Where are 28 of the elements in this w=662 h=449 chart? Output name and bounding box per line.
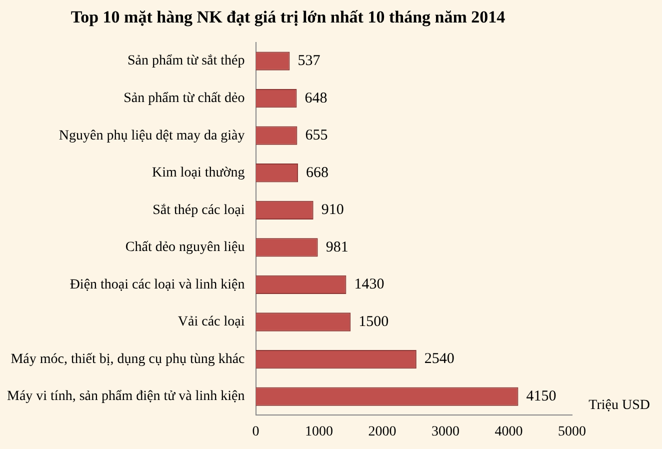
y-tick-label: Kim loại thường xyxy=(152,166,245,181)
data-label: 668 xyxy=(306,164,329,181)
y-tick-label: Sản phẩm từ chất dẻo xyxy=(124,90,245,106)
x-tick-label: 0 xyxy=(252,424,260,440)
x-tick-label: 2000 xyxy=(368,424,396,440)
x-tick-label: 1000 xyxy=(305,424,334,440)
y-tick-label: Máy vi tính, sản phẩm điện tử và linh kiện xyxy=(6,389,245,404)
y-tick-label: Vải các loại xyxy=(178,314,245,330)
data-label: 1430 xyxy=(354,276,384,293)
data-label: 648 xyxy=(304,90,328,106)
data-label: 537 xyxy=(298,52,321,69)
data-label: 4150 xyxy=(526,388,556,404)
y-tick-label: Máy móc, thiết bị, dụng cụ phụ tùng khác xyxy=(10,352,245,367)
data-label: 981 xyxy=(326,239,348,256)
y-tick-label: Chất dẻo nguyên liệu xyxy=(125,240,245,256)
x-axis-title: Triệu USD xyxy=(588,398,650,413)
x-tick-label: 3000 xyxy=(432,424,460,440)
x-tick-label: 4000 xyxy=(494,424,523,440)
y-tick-label: Nguyên phụ liệu dệt may da giày xyxy=(58,128,245,144)
y-tick-label: Điện thoại các loại và linh kiện xyxy=(70,277,245,292)
data-label: 1500 xyxy=(358,314,389,330)
y-tick-label: Sản phẩm từ sắt thép xyxy=(128,54,245,69)
data-label: 910 xyxy=(321,202,344,218)
data-label: 655 xyxy=(305,128,328,144)
data-label: 2540 xyxy=(424,351,454,368)
chart-title: Top 10 mặt hàng NK đạt giá trị lớn nhất 10 tháng năm 2014 xyxy=(70,8,506,27)
y-tick-label: Sắt thép các loại xyxy=(152,202,245,218)
x-tick-label: 5000 xyxy=(558,424,586,440)
